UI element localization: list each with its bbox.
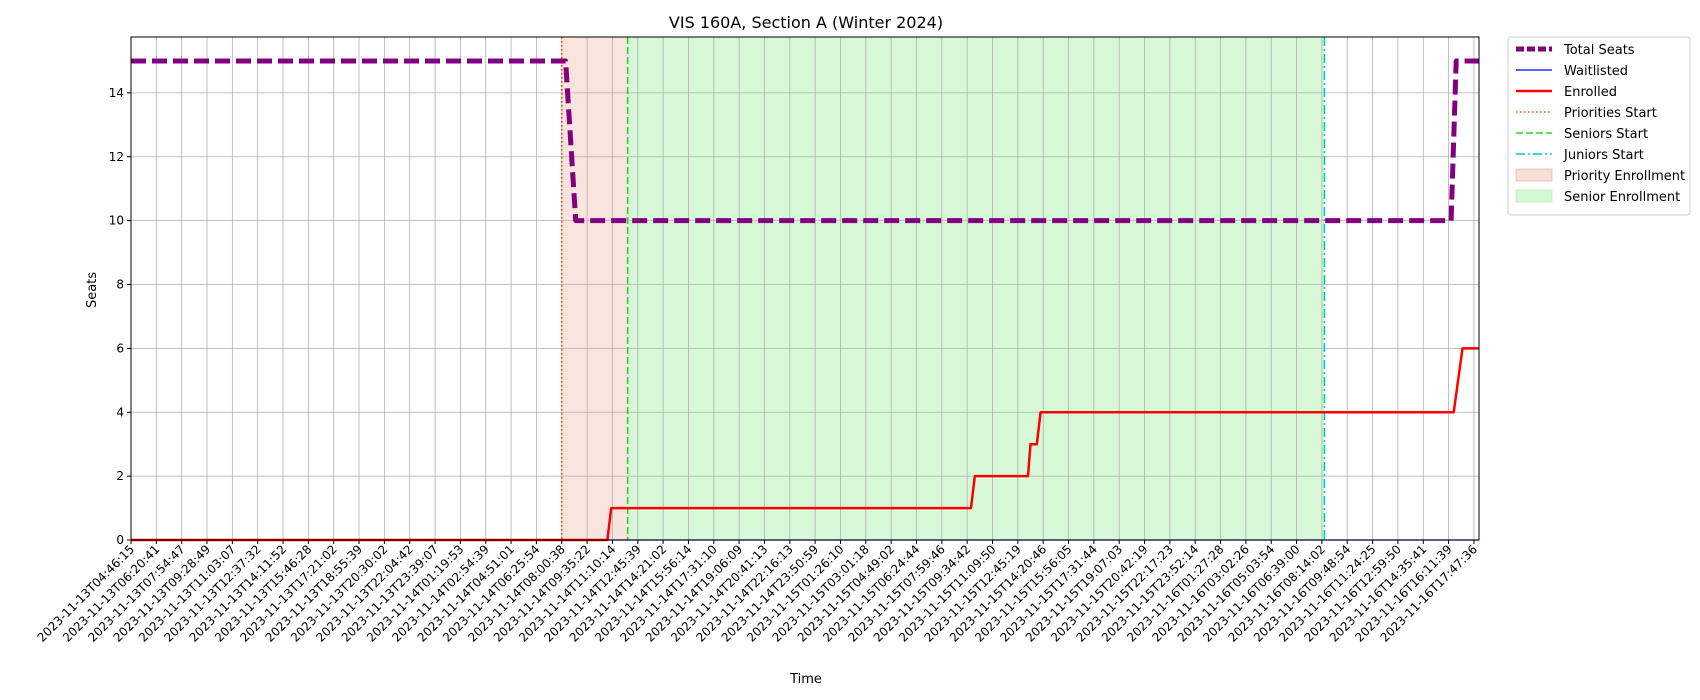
senior-enrollment-span [627, 37, 1325, 540]
legend-label: Waitlisted [1564, 64, 1628, 79]
phase-markers [560, 37, 1326, 540]
x-axis-title: Time [789, 672, 822, 687]
legend-item-enrolled: Enrolled [1516, 85, 1617, 100]
plot-area [131, 37, 1479, 540]
legend-label: Senior Enrollment [1564, 190, 1680, 205]
enrollment-spans [561, 37, 1325, 540]
total-seats-series [131, 58, 1479, 224]
grid-lines [130, 37, 1479, 541]
legend-item-senior-enrollment: Senior Enrollment [1515, 189, 1680, 205]
x-axis: 2023-11-13T04:46:152023-11-13T06:20:4120… [35, 540, 1480, 645]
y-tick-label: 0 [116, 533, 124, 547]
plot-frame [130, 36, 1480, 541]
y-tick-label: 12 [109, 150, 124, 164]
legend-label: Total Seats [1563, 43, 1635, 58]
y-tick-label: 14 [109, 86, 124, 100]
legend-item-juniors-start: Juniors Start [1516, 148, 1644, 163]
legend-item-total-seats: Total Seats [1516, 43, 1635, 58]
legend-box [1507, 36, 1691, 216]
y-axis-title: Seats [85, 272, 100, 308]
chart-title: VIS 160A, Section A (Winter 2024) [669, 13, 943, 32]
priority-enrollment-span [561, 37, 628, 540]
y-axis: 0 2 4 6 8 10 12 14 [109, 86, 131, 547]
legend-item-priorities-start: Priorities Start [1516, 106, 1657, 121]
enrolled-series [131, 347, 1479, 542]
y-tick-label: 2 [116, 469, 124, 483]
legend-label: Priority Enrollment [1564, 169, 1685, 184]
legend-label: Enrolled [1564, 85, 1617, 100]
legend-label: Priorities Start [1564, 106, 1657, 121]
legend-item-priority-enrollment: Priority Enrollment [1515, 168, 1685, 184]
y-tick-label: 8 [116, 278, 124, 292]
y-tick-label: 6 [116, 341, 124, 355]
y-tick-label: 10 [109, 214, 124, 228]
legend-swatch [1515, 189, 1553, 203]
legend-item-seniors-start: Seniors Start [1516, 127, 1648, 142]
legend-swatch [1515, 168, 1553, 182]
y-tick-label: 4 [116, 405, 124, 419]
plot-background [131, 37, 1479, 540]
axes-frame [130, 36, 1480, 541]
legend-label: Seniors Start [1564, 127, 1648, 142]
legend: Total Seats Waitlisted Enrolled Priorities … [1507, 36, 1691, 216]
legend-item-waitlisted: Waitlisted [1516, 64, 1628, 79]
legend-label: Juniors Start [1563, 148, 1644, 163]
